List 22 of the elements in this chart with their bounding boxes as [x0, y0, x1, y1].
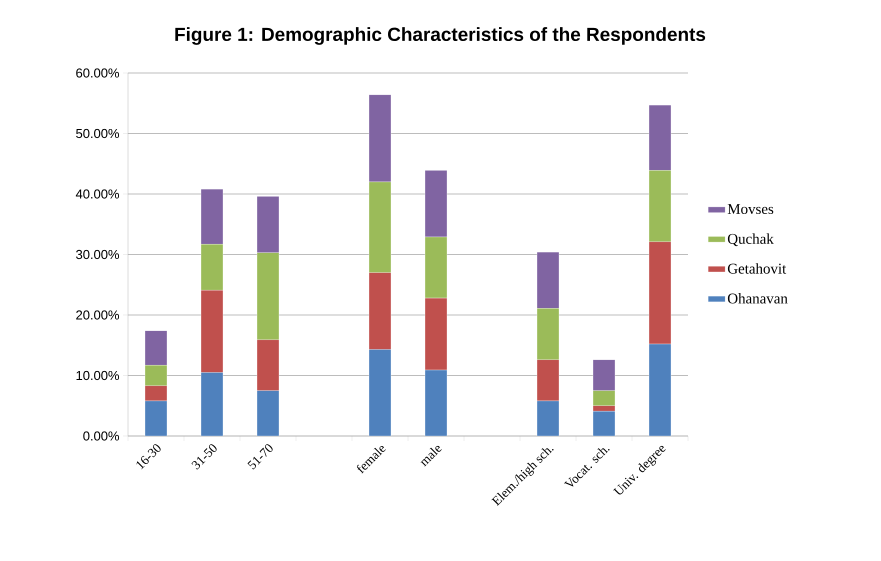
x-tick-label: male: [420, 446, 442, 467]
legend-label: Getahovit: [728, 263, 786, 274]
y-tick-label: 40.00%: [76, 189, 120, 199]
chart-title: Figure 1: Demographic Characteristics of the Respondents: [175, 27, 706, 45]
bar: [592, 411, 616, 436]
y-tick-label: 50.00%: [76, 128, 120, 138]
bar: [200, 372, 224, 436]
y-tick-label: 60.00%: [76, 68, 120, 78]
bar: [144, 400, 168, 436]
bar: [256, 390, 280, 436]
bar: [648, 344, 672, 436]
bar: [424, 370, 448, 436]
y-tick-label: 20.00%: [76, 310, 120, 320]
bar: [536, 400, 560, 436]
legend-label: Movses: [728, 204, 774, 214]
legend-label: Ohanavan: [728, 293, 788, 304]
y-tick-label: 0.00%: [83, 431, 120, 441]
bar: [368, 349, 392, 436]
x-tick-label: Vocat. sch.: [564, 448, 610, 486]
y-tick-label: 10.00%: [76, 370, 120, 380]
legend-label: Quchak: [728, 233, 774, 246]
y-tick-label: 30.00%: [76, 250, 120, 260]
